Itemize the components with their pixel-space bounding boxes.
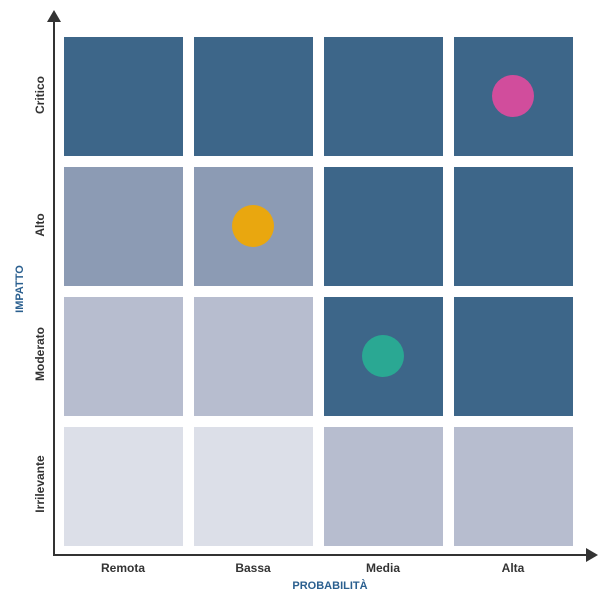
matrix-cell bbox=[454, 427, 573, 546]
x-label-media: Media bbox=[365, 561, 400, 575]
matrix-cell bbox=[454, 167, 573, 286]
y-axis-arrow-icon bbox=[47, 10, 61, 22]
y-label-irrilevante: Irrilevante bbox=[33, 455, 47, 513]
x-axis-title: PROBABILITÀ bbox=[292, 580, 368, 592]
matrix-cell bbox=[454, 297, 573, 416]
matrix-cell bbox=[64, 297, 183, 416]
x-label-alta: Alta bbox=[501, 561, 525, 575]
matrix-cell bbox=[194, 427, 313, 546]
risk-marker bbox=[362, 335, 404, 377]
matrix-cell bbox=[64, 167, 183, 286]
x-axis-line bbox=[53, 554, 588, 556]
y-label-moderato: Moderato bbox=[33, 327, 47, 381]
matrix-cell bbox=[324, 427, 443, 546]
matrix-cell bbox=[194, 37, 313, 156]
risk-marker bbox=[492, 75, 534, 117]
matrix-cell bbox=[64, 427, 183, 546]
x-label-remota: Remota bbox=[100, 561, 145, 575]
y-axis-title: IMPATTO bbox=[14, 265, 26, 313]
x-axis-arrow-icon bbox=[586, 548, 598, 562]
matrix-cell bbox=[64, 37, 183, 156]
matrix-cell bbox=[194, 297, 313, 416]
x-label-bassa: Bassa bbox=[235, 561, 271, 575]
y-label-critico: Critico bbox=[33, 76, 47, 115]
risk-marker bbox=[232, 205, 274, 247]
y-axis-line bbox=[53, 20, 55, 556]
y-label-alto: Alto bbox=[33, 213, 47, 237]
matrix-cell bbox=[324, 37, 443, 156]
matrix-cell bbox=[324, 167, 443, 286]
